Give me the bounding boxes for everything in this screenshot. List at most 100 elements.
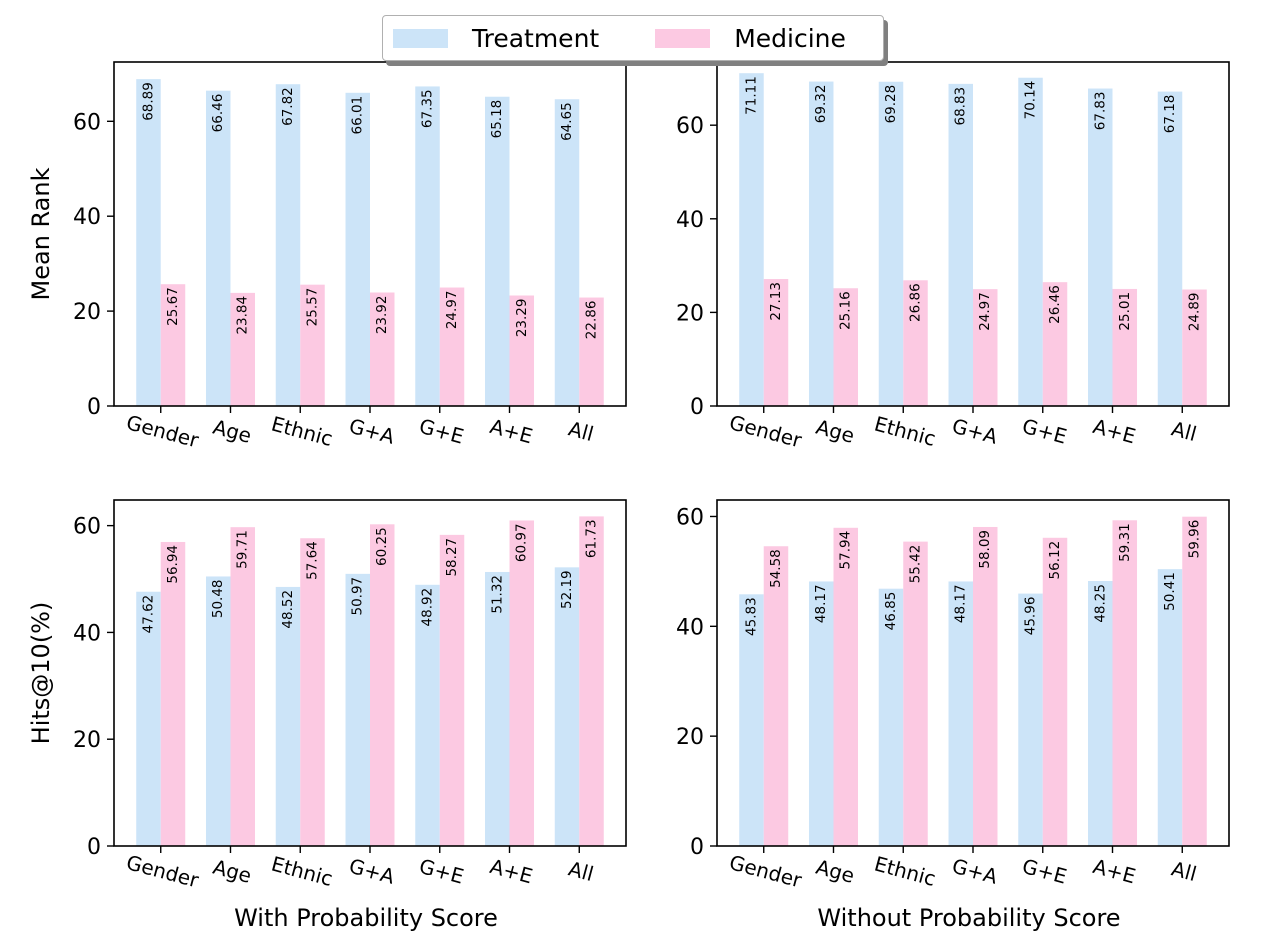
bar-treatment-g-a [345,92,370,406]
legend-swatch-treatment [393,28,448,48]
bar-treatment-a-e [1088,581,1113,846]
value-label-treatment: 67.35 [420,89,436,128]
bar-treatment-age [205,576,231,846]
value-label-treatment: 65.18 [489,100,505,139]
value-label-medicine: 26.86 [907,283,923,322]
bar-treatment-gender [136,79,161,406]
y-tick-label: 20 [676,301,704,326]
bar-treatment-g-a [345,573,370,846]
value-label-medicine: 22.86 [584,301,600,340]
legend: Treatment Medicine [382,15,884,61]
bar-treatment-ethnic [275,586,301,846]
x-tick-label: A+E [487,854,535,888]
x-tick-label: G+A [347,854,398,889]
x-tick-label: All [1169,416,1199,446]
x-tick-label: Age [211,415,255,448]
bar-treatment-g-e [1018,77,1043,407]
value-label-medicine: 57.94 [838,531,854,570]
y-axis-label: Mean Rank [27,167,55,300]
y-tick-label: 60 [73,110,101,135]
bar-treatment-gender [739,73,764,406]
x-tick-label: All [1169,856,1199,886]
value-label-medicine: 54.58 [768,549,784,588]
y-tick-label: 20 [676,725,704,750]
subplot-top-left: 68.89 66.46 67.82 66.01 67.35 65.18 64.65 25.67… [27,61,627,453]
value-label-treatment: 50.41 [1162,572,1178,611]
legend-label-treatment: Treatment [472,23,600,53]
x-tick-label: Gender [727,850,805,892]
x-tick-label: Ethnic [269,412,335,451]
bar-treatment-g-a [948,581,973,846]
value-label-treatment: 50.97 [350,577,366,616]
bar-medicine-gender [160,284,186,406]
value-label-medicine: 59.31 [1117,523,1133,562]
bar-medicine-age [833,527,858,846]
bar-treatment-g-e [415,86,440,407]
bar-medicine-g-a [370,292,395,406]
value-label-treatment: 48.17 [953,584,969,623]
value-label-treatment: 68.83 [953,87,969,126]
value-label-treatment: 67.18 [1162,95,1178,134]
bar-treatment-gender [136,591,161,846]
value-label-medicine: 24.97 [977,292,993,331]
value-label-treatment: 46.85 [883,592,899,631]
subplot-top-right: 71.11 69.32 69.28 68.83 70.14 67.83 67.18 27.13… [676,61,1230,453]
bar-medicine-g-e [439,534,465,846]
bar-treatment-g-e [1018,593,1043,846]
bar-medicine-age [833,288,858,406]
y-tick-label: 0 [690,395,704,420]
bar-treatment-ethnic [878,81,904,407]
value-label-medicine: 24.89 [1187,293,1203,332]
bar-treatment-g-a [948,83,973,406]
y-tick-label: 60 [73,515,101,540]
value-label-treatment: 69.32 [813,85,829,124]
bar-medicine-gender [160,541,186,846]
value-label-treatment: 66.46 [210,94,226,133]
x-tick-label: G+E [1020,854,1070,889]
bar-medicine-g-e [1042,282,1068,406]
bar-medicine-a-e [1112,288,1138,406]
x-tick-label: G+E [417,414,467,449]
bar-medicine-ethnic [903,541,928,846]
value-label-treatment: 66.01 [350,96,366,135]
bar-treatment-a-e [485,96,510,406]
x-tick-label: All [566,416,596,446]
value-label-medicine: 58.27 [444,538,460,577]
legend-label-medicine: Medicine [734,23,846,53]
y-tick-label: 20 [73,728,101,753]
x-tick-label: Ethnic [872,412,938,451]
bar-treatment-age [205,90,231,407]
value-label-treatment: 48.25 [1092,584,1108,623]
bar-medicine-a-e [509,520,535,846]
x-tick-label: Gender [727,410,805,452]
value-label-treatment: 70.14 [1023,81,1039,120]
value-label-medicine: 59.96 [1187,520,1203,559]
value-label-treatment: 69.28 [883,85,899,124]
value-label-medicine: 56.12 [1047,541,1063,580]
value-label-medicine: 25.01 [1117,292,1133,331]
y-tick-label: 40 [73,205,101,230]
value-label-medicine: 55.42 [907,545,923,584]
subplot-bottom-right: 45.83 48.17 46.85 48.17 45.96 48.25 50.41 54.58… [676,499,1230,932]
bar-treatment-ethnic [275,84,301,406]
x-tick-label: G+E [417,854,467,889]
value-label-treatment: 71.11 [743,76,759,115]
bar-medicine-ethnic [903,280,928,406]
y-tick-label: 0 [87,835,101,860]
bar-medicine-age [230,527,255,846]
bar-medicine-a-e [1112,520,1138,846]
bar-treatment-a-e [1088,88,1113,406]
legend-item-medicine: Medicine [655,24,846,53]
value-label-treatment: 48.52 [280,590,296,629]
value-label-medicine: 25.16 [838,291,854,330]
x-tick-label: Age [814,415,858,448]
bar-treatment-ethnic [878,588,904,846]
bar-treatment-all [554,99,580,407]
x-tick-label: Age [814,855,858,888]
value-label-treatment: 48.92 [420,588,436,627]
bar-treatment-a-e [485,571,510,846]
legend-swatch-medicine [655,28,711,48]
x-tick-label: G+A [347,414,398,449]
value-label-medicine: 60.25 [374,527,390,566]
